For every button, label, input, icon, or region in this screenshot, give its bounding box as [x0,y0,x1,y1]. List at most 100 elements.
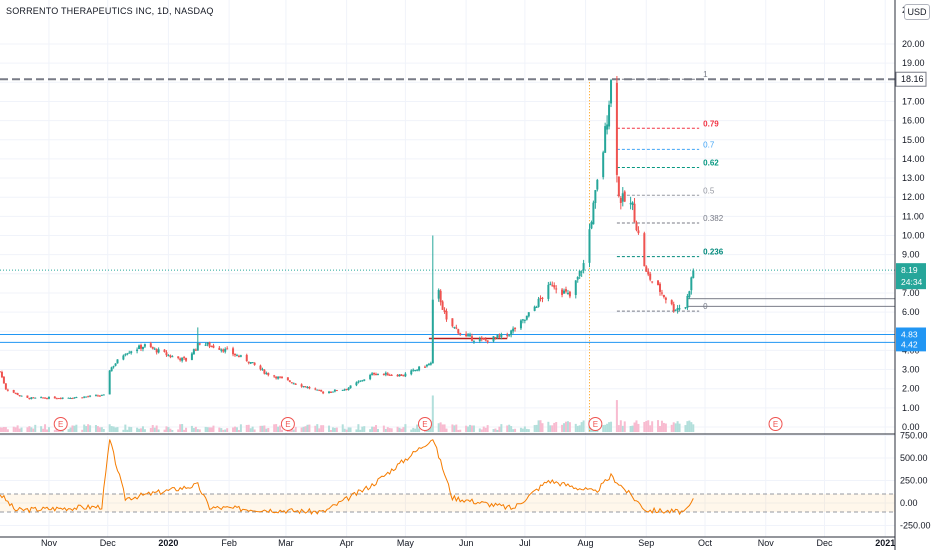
volume-bar [645,420,648,432]
volume-bar [651,421,654,432]
volume-bar [153,427,156,432]
volume-bar [204,426,207,432]
candle-body [664,297,667,300]
candle-body [232,348,235,355]
candle-body [53,396,56,399]
candle-body [510,330,513,336]
candle-body [525,315,528,320]
horizontal-levels[interactable] [0,78,896,343]
candle-body [588,229,591,263]
volume-bar [692,424,695,432]
candle-body [619,197,622,203]
currency-button[interactable]: USD [904,4,930,20]
volume-bar [0,427,1,432]
osc-tick-label: 500.00 [900,453,928,463]
volume-bar [676,421,679,432]
volume-bar [621,425,624,432]
candle-body [0,371,1,373]
volume-bar [478,428,481,432]
candle-body [73,397,76,399]
candle-body [506,335,509,337]
candle-body [247,361,250,363]
volume-bar [617,425,620,432]
price-tick-label: 12.00 [902,192,925,202]
candle-body [541,297,544,299]
candle-body [251,362,254,364]
volume-bar [245,424,248,432]
volume-bar [551,425,554,432]
candle-body [259,365,262,370]
volume-bar [535,424,538,432]
candle-body [672,304,675,312]
volume-bar [541,423,544,432]
candle-body [492,336,495,342]
candle-body [455,327,458,329]
volume-bar [126,429,129,432]
volume-bar [83,424,86,432]
volume-bar [235,427,238,432]
price-tick-label: 20.00 [902,39,925,49]
candle-body [235,355,238,357]
candle-body [151,346,154,349]
candle-body [553,285,556,288]
symbol-title[interactable]: SORRENTO THERAPEUTICS INC, 1D, NASDAQ [6,6,214,16]
volume-bar [306,424,309,432]
volume-bar [331,427,334,432]
volume-bar [318,428,321,432]
volume-bar [81,429,84,432]
candle-body [425,364,428,367]
candle-body [355,382,358,386]
volume-bar [149,427,152,432]
candle-body [637,230,640,234]
candle-body [674,309,677,311]
fib-level-label: 0.79 [703,119,719,128]
candlestick-series [0,76,695,400]
candle-body [514,327,517,329]
candle-body [112,366,115,368]
candle-body [192,349,195,355]
oscillator-band [0,494,895,512]
candle-body [206,342,209,345]
volume-bar [110,426,113,432]
volume-bar [192,428,195,432]
candle-body [416,369,419,371]
candle-body [412,369,415,371]
volume-bar [660,420,663,432]
volume-bar [670,424,673,432]
candle-body [114,363,117,366]
candle-body [688,291,691,298]
candle-body [153,348,156,350]
candle-body [16,393,19,395]
price-tick-label: 14.00 [902,154,925,164]
volume-bar [12,426,15,432]
volume-bar [459,429,462,432]
volume-bar [418,428,421,432]
last-price-tag: 8.19 [901,265,918,275]
volume-bar [390,428,393,432]
support-upper-tag: 4.83 [901,330,918,340]
candle-body [608,104,611,127]
candle-body [40,397,43,399]
candle-body [12,390,15,393]
candle-body [157,349,160,353]
volume-bar [157,429,160,432]
candle-body [651,281,654,283]
volume-bar [42,428,45,432]
volume-bar [574,423,577,432]
volume-bar [451,424,454,432]
time-tick-label: Apr [340,538,354,548]
candle-body [28,398,31,400]
fib-level-label: 0.382 [703,214,724,223]
candle-body [459,332,462,334]
time-tick-label: 2020 [158,538,178,548]
volume-bar [549,425,552,432]
candle-body [484,339,487,341]
volume-bar [361,426,364,432]
volume-bar [208,427,211,432]
volume-bar [537,420,540,432]
candle-body [277,376,280,379]
